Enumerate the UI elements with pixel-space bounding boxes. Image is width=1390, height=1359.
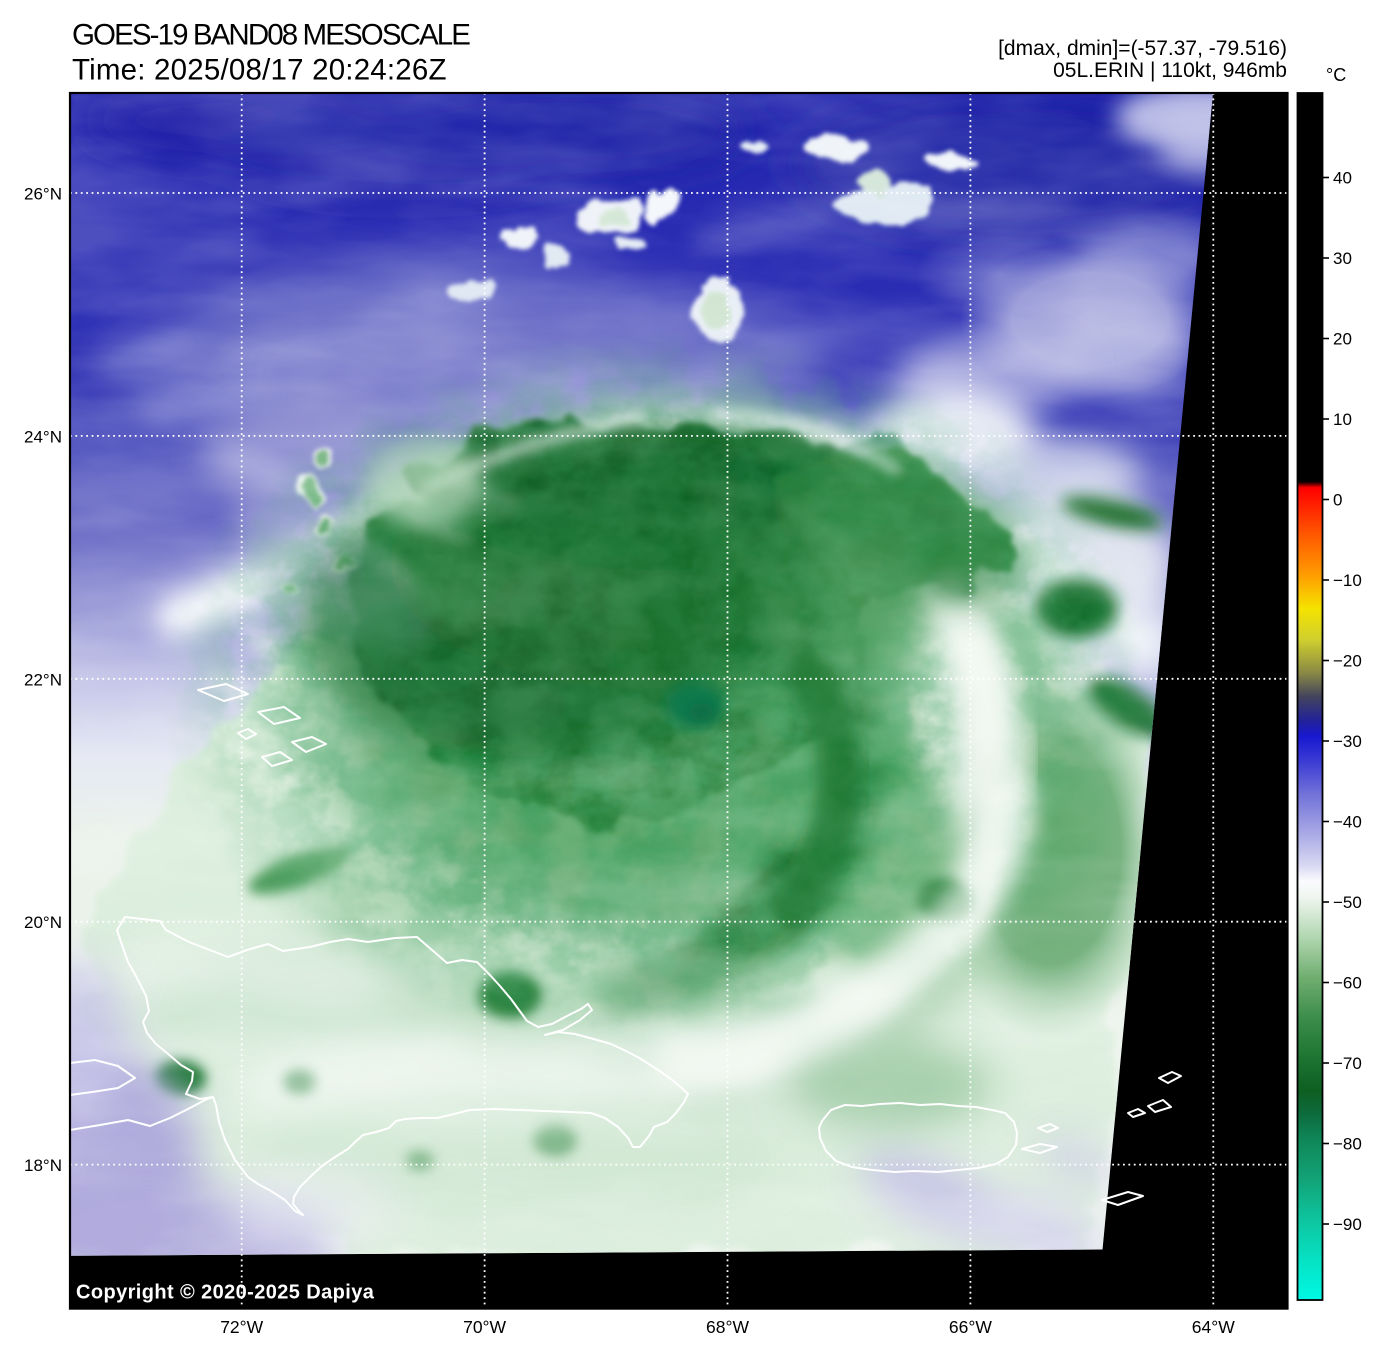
svg-text:30: 30 <box>1333 249 1352 268</box>
svg-text:Copyright © 2020-2025 Dapiya: Copyright © 2020-2025 Dapiya <box>76 1282 375 1304</box>
svg-text:°C: °C <box>1326 65 1346 85</box>
svg-text:0: 0 <box>1333 491 1342 510</box>
svg-text:26°N: 26°N <box>24 185 62 204</box>
svg-text:22°N: 22°N <box>24 670 62 689</box>
svg-text:GOES-19 BAND08 MESOSCALE: GOES-19 BAND08 MESOSCALE <box>72 19 470 52</box>
svg-text:20°N: 20°N <box>24 913 62 932</box>
svg-text:72°W: 72°W <box>220 1317 263 1337</box>
svg-text:−30: −30 <box>1333 732 1362 751</box>
svg-text:70°W: 70°W <box>463 1317 506 1337</box>
svg-text:−40: −40 <box>1333 813 1362 832</box>
svg-text:40: 40 <box>1333 169 1352 188</box>
svg-text:24°N: 24°N <box>24 427 62 446</box>
svg-text:−80: −80 <box>1333 1135 1362 1154</box>
svg-text:−60: −60 <box>1333 974 1362 993</box>
svg-text:18°N: 18°N <box>24 1156 62 1175</box>
svg-text:Time: 2025/08/17 20:24:26Z: Time: 2025/08/17 20:24:26Z <box>72 54 447 87</box>
svg-text:−20: −20 <box>1333 652 1362 671</box>
svg-text:−10: −10 <box>1333 571 1362 590</box>
svg-text:64°W: 64°W <box>1192 1317 1235 1337</box>
svg-text:05L.ERIN | 110kt, 946mb: 05L.ERIN | 110kt, 946mb <box>1053 59 1287 82</box>
svg-text:66°W: 66°W <box>949 1317 992 1337</box>
svg-text:−90: −90 <box>1333 1215 1362 1234</box>
svg-text:−70: −70 <box>1333 1054 1362 1073</box>
svg-text:−50: −50 <box>1333 893 1362 912</box>
svg-text:20: 20 <box>1333 330 1352 349</box>
svg-text:[dmax, dmin]=(-57.37, -79.516): [dmax, dmin]=(-57.37, -79.516) <box>998 37 1287 60</box>
svg-text:68°W: 68°W <box>706 1317 749 1337</box>
svg-text:10: 10 <box>1333 410 1352 429</box>
